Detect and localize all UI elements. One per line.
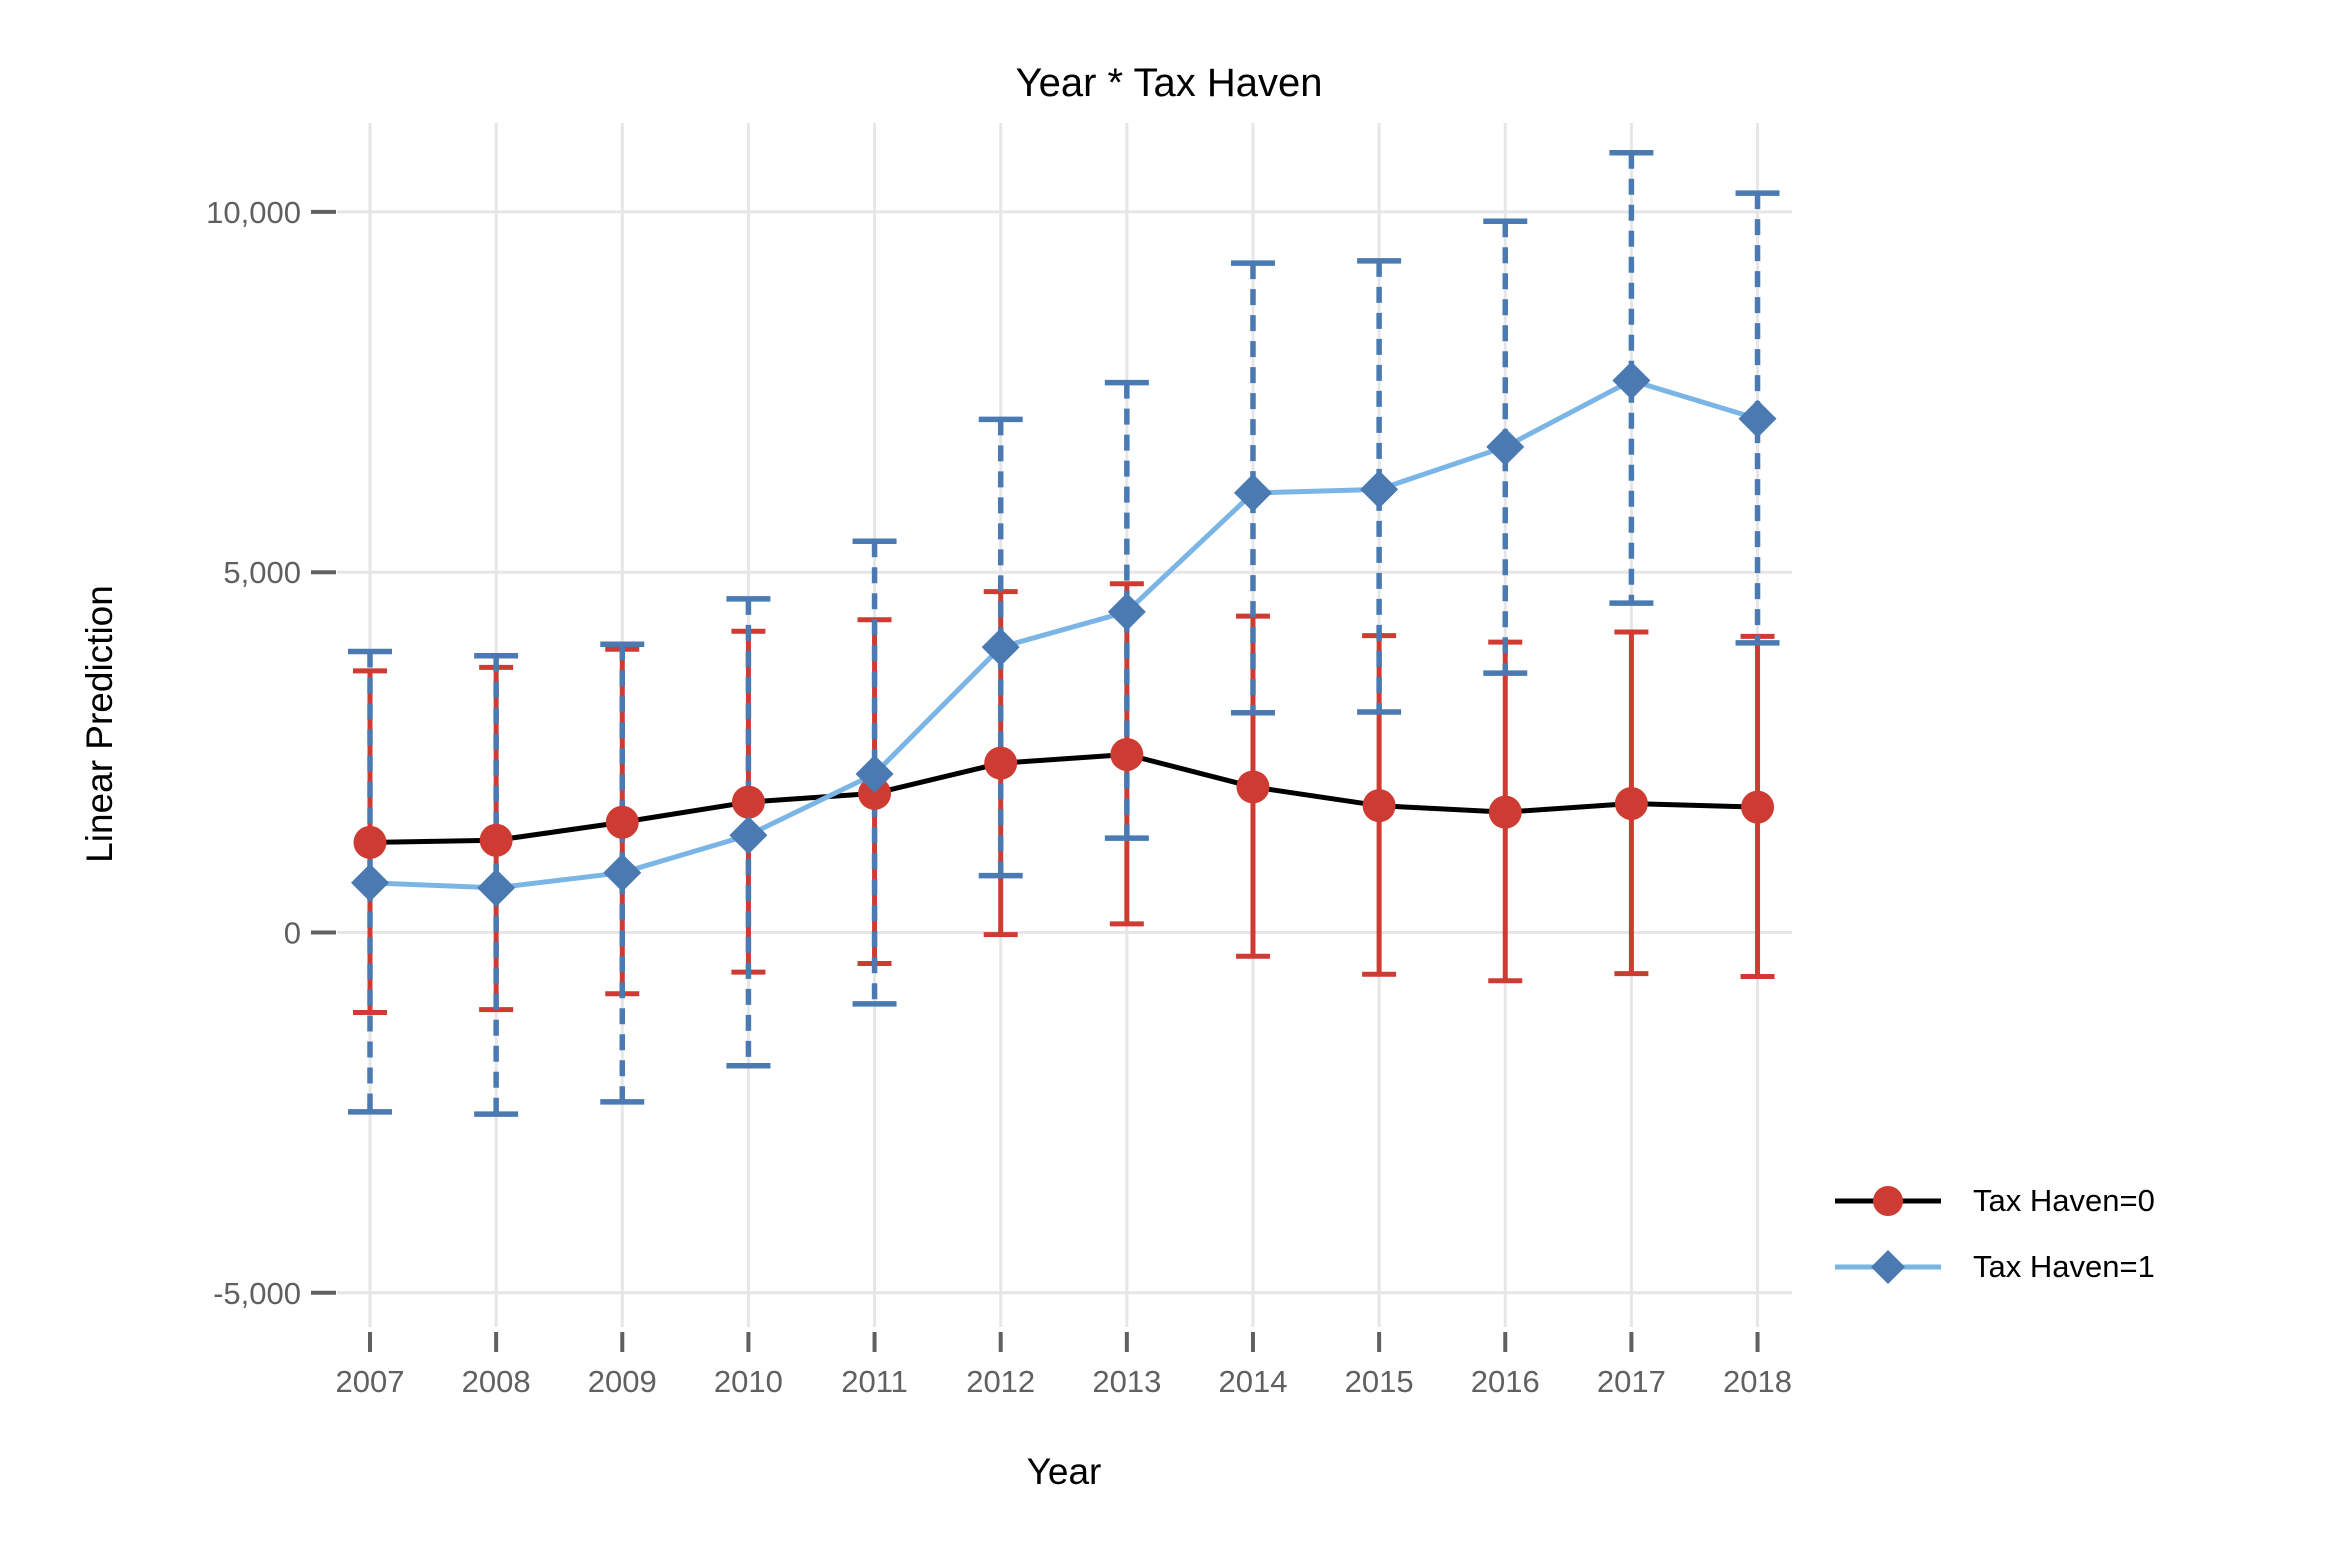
marker-circle-tax-haven-0 xyxy=(1110,738,1144,772)
x-tick-label: 2012 xyxy=(966,1364,1035,1399)
marker-diamond-tax-haven-1 xyxy=(729,816,768,855)
y-tick-label: 0 xyxy=(284,916,301,951)
x-tick-label: 2015 xyxy=(1345,1364,1414,1399)
marker-diamond-tax-haven-1 xyxy=(1107,592,1146,631)
x-tick-label: 2017 xyxy=(1597,1364,1666,1399)
marker-diamond-tax-haven-1 xyxy=(1738,399,1777,438)
x-tick-label: 2009 xyxy=(588,1364,657,1399)
legend-item-tax-haven-1: Tax Haven=1 xyxy=(1833,1244,2155,1290)
x-tick-label: 2013 xyxy=(1092,1364,1161,1399)
x-tick-label: 2007 xyxy=(336,1364,405,1399)
marker-diamond-tax-haven-1 xyxy=(855,754,894,793)
series-line-tax-haven-1 xyxy=(369,378,1759,891)
marker-circle-tax-haven-0 xyxy=(1236,770,1270,804)
legend-item-tax-haven-0: Tax Haven=0 xyxy=(1833,1178,2155,1224)
x-tick-label: 2010 xyxy=(714,1364,783,1399)
marker-diamond-tax-haven-1 xyxy=(1486,427,1525,466)
marker-circle-tax-haven-0 xyxy=(731,785,765,819)
legend-label: Tax Haven=1 xyxy=(1973,1249,2155,1284)
legend: Tax Haven=0 Tax Haven=1 xyxy=(1833,1178,2155,1310)
series-line-tax-haven-0 xyxy=(369,752,1758,845)
marker-circle-tax-haven-0 xyxy=(984,746,1018,780)
marker-circle-tax-haven-0 xyxy=(353,825,387,859)
x-tick-label: 2008 xyxy=(462,1364,531,1399)
red-circle-marker-icon xyxy=(1835,1186,1941,1216)
marker-circle-tax-haven-0 xyxy=(858,776,892,810)
marker-circle-tax-haven-0 xyxy=(1488,795,1522,829)
marker-diamond-tax-haven-1 xyxy=(981,628,1020,667)
x-axis-title: Year xyxy=(1026,1451,1102,1492)
marker-diamond-tax-haven-1 xyxy=(603,853,642,892)
x-tick-label: 2016 xyxy=(1471,1364,1540,1399)
y-tick-label: 5,000 xyxy=(223,555,301,590)
blue-diamond-marker-icon xyxy=(1835,1250,1941,1284)
marker-circle-tax-haven-0 xyxy=(479,823,513,857)
marker-circle-tax-haven-0 xyxy=(1741,790,1775,824)
y-tick-label: -5,000 xyxy=(213,1276,301,1311)
y-axis-title: Linear Prediction xyxy=(79,585,120,863)
legend-label: Tax Haven=0 xyxy=(1973,1183,2155,1218)
marker-diamond-tax-haven-1 xyxy=(1233,473,1272,512)
marker-circle-tax-haven-0 xyxy=(1614,787,1648,821)
marker-diamond-tax-haven-1 xyxy=(351,863,389,902)
marker-circle-tax-haven-0 xyxy=(1362,789,1396,823)
x-tick-label: 2018 xyxy=(1723,1364,1792,1399)
x-tick-label: 2011 xyxy=(841,1364,908,1399)
marker-diamond-tax-haven-1 xyxy=(1612,361,1651,400)
x-tick-label: 2014 xyxy=(1218,1364,1287,1399)
marker-diamond-tax-haven-1 xyxy=(477,868,516,907)
marker-diamond-tax-haven-1 xyxy=(1360,470,1399,509)
chart-title: Year * Tax Haven xyxy=(1015,61,1323,105)
marker-circle-tax-haven-0 xyxy=(605,805,639,839)
y-tick-label: 10,000 xyxy=(206,195,301,230)
